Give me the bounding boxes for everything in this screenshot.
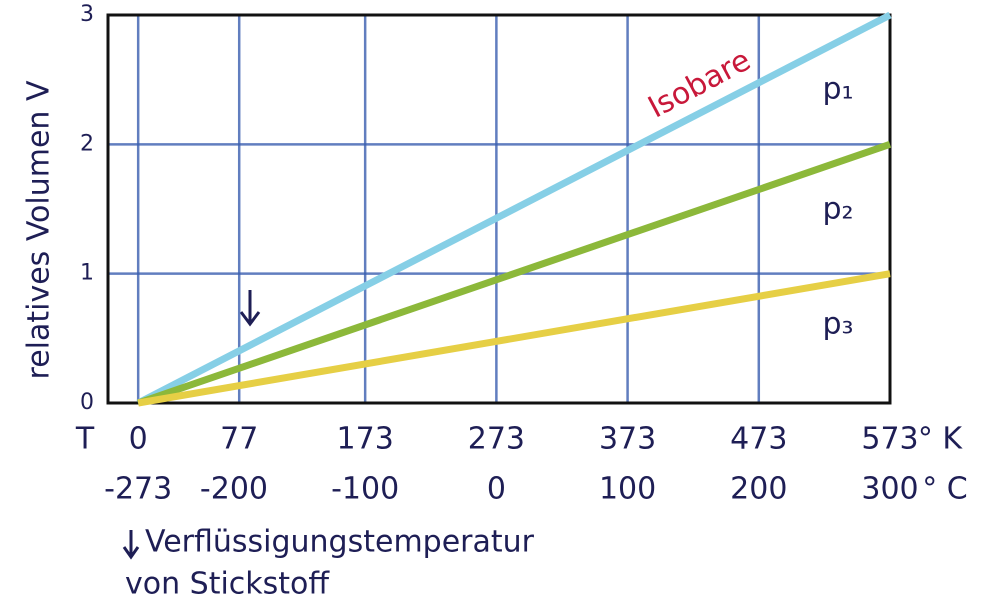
y-tick-label: 2 [80, 131, 94, 156]
annotation: Verflüssigungstemperatur [145, 525, 535, 560]
x2-tick-label: 0 [487, 472, 506, 507]
y-tick-label: 1 [80, 261, 94, 286]
x-unit: ° K [918, 422, 964, 457]
arrow [122, 530, 140, 560]
x2-tick-label: -273 [104, 472, 172, 507]
x-tick-label: 77 [220, 422, 258, 457]
x-tick-label: 573 [861, 422, 918, 457]
legend-label: p₁ [822, 72, 853, 107]
arrow [239, 290, 261, 327]
x2-unit: ° C [922, 472, 967, 507]
annotation: von Stickstoff [125, 567, 330, 602]
legend-label: p₃ [822, 307, 853, 342]
x-tick-label: 373 [599, 422, 656, 457]
x-tick-label: 273 [468, 422, 525, 457]
x-tick-label: 173 [337, 422, 394, 457]
x2-tick-label: 200 [730, 472, 787, 507]
plot-frame [106, 13, 892, 405]
series-line [137, 270, 891, 407]
series-line [136, 11, 892, 407]
x-tick-label: 0 [129, 422, 148, 457]
y-tick-label: 0 [80, 390, 94, 415]
y-tick-label: 3 [80, 2, 94, 27]
x2-tick-label: -200 [200, 472, 268, 507]
x2-tick-label: -100 [331, 472, 399, 507]
x-tick-label: 473 [730, 422, 787, 457]
legend-label: p₂ [822, 192, 853, 227]
y-axis-label: relatives Volumen V [22, 80, 57, 379]
series-line [137, 141, 892, 407]
x2-tick-label: 100 [599, 472, 656, 507]
x2-tick-label: 300 [861, 472, 918, 507]
x-axis-label: T [75, 422, 95, 457]
